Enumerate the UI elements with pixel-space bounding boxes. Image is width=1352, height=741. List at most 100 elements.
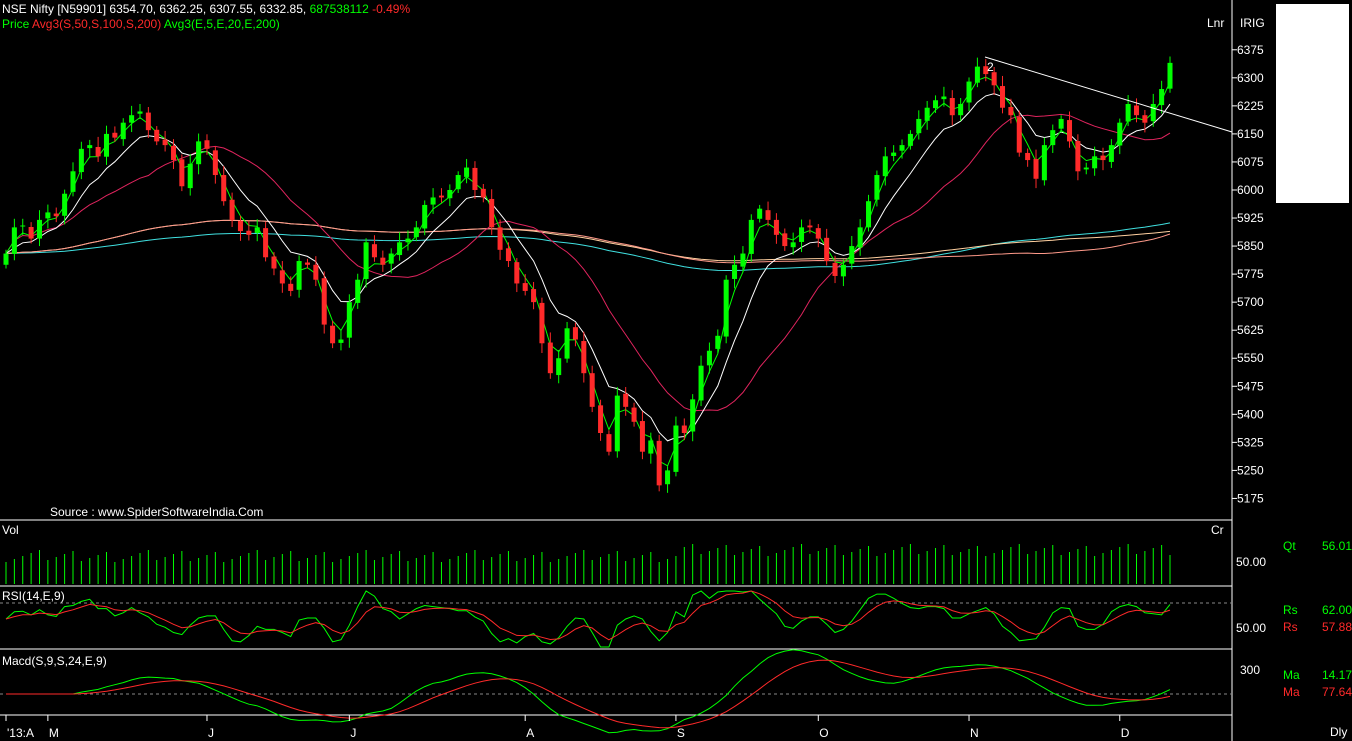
candle-body: [263, 228, 269, 258]
period-dly-label[interactable]: Dly: [1330, 725, 1348, 739]
candle-body: [966, 81, 972, 103]
rs-value-2: 57.88: [1322, 620, 1352, 634]
candle-body: [338, 339, 344, 343]
candle-body: [455, 175, 461, 190]
ma-label-2: Ma: [1283, 685, 1300, 699]
candle-body: [95, 146, 101, 157]
cr-label: Cr: [1211, 523, 1224, 537]
candle-body: [1092, 156, 1098, 169]
candle-body: [690, 399, 696, 432]
candle-body: [279, 270, 285, 284]
candle-body: [313, 264, 319, 280]
candle-body: [36, 219, 43, 239]
candle-body: [120, 122, 126, 140]
ohlc-values: 6354.70, 6362.25, 6307.55, 6332.85,: [109, 2, 307, 16]
candle-body: [296, 261, 302, 290]
candle-body: [154, 129, 160, 142]
candle-body: [1066, 120, 1073, 142]
y-tick-label: 5775: [1237, 267, 1264, 281]
macd-axis-label: 300: [1240, 663, 1261, 677]
candle-body: [790, 242, 796, 248]
candle-body: [53, 213, 59, 217]
sma50-line: [5, 113, 1171, 412]
candle-body: [665, 470, 671, 485]
y-tick-label: 5325: [1237, 435, 1264, 449]
candle-body: [740, 253, 746, 267]
candle-body: [87, 145, 93, 149]
volume-value: 687538112: [309, 2, 369, 16]
candle-body: [598, 405, 604, 434]
chart-header-line2: Price Avg3(S,50,S,100,S,200) Avg3(E,5,E,…: [2, 17, 280, 31]
candle-body: [162, 139, 168, 146]
candle-body: [288, 283, 294, 291]
candle-body: [539, 302, 545, 344]
candle-body: [103, 133, 110, 157]
candle-body: [623, 393, 629, 407]
candle-body: [799, 227, 805, 242]
candle-body: [891, 152, 897, 156]
candle-body: [907, 133, 913, 146]
rs-label-1: Rs: [1283, 603, 1298, 617]
ma-label-1: Ma: [1283, 668, 1300, 682]
x-tick-label: N: [970, 726, 979, 740]
candle-body: [371, 244, 377, 258]
y-tick-label: 6225: [1237, 99, 1264, 113]
candle-body: [874, 175, 880, 200]
wave-label: 2: [987, 60, 994, 74]
y-tick-label: 5475: [1237, 379, 1264, 393]
x-tick-label: J: [208, 726, 214, 740]
candle-body: [246, 230, 252, 235]
price-label: Price: [2, 17, 30, 31]
candle-body: [983, 66, 989, 75]
x-tick-label: '13:A: [7, 726, 34, 740]
candle-body: [1083, 167, 1089, 170]
candle-body: [422, 204, 428, 229]
rsi-panel-title: RSI(14,E,9): [2, 589, 65, 603]
candle-body: [681, 425, 687, 434]
candle-body: [388, 253, 394, 264]
avg-ema-label: Avg3(E,5,E,20,E,200): [163, 17, 280, 31]
candle-body: [112, 132, 118, 138]
y-tick-label: 5700: [1237, 295, 1264, 309]
rsi-axis-label: 50.00: [1236, 621, 1267, 635]
candle-body: [648, 440, 654, 454]
y-tick-label: 6300: [1237, 71, 1264, 85]
candle-body: [62, 193, 68, 216]
y-tick-label: 5850: [1237, 239, 1264, 253]
candle-body: [1142, 115, 1148, 123]
candle-body: [514, 262, 520, 284]
candle-body: [815, 228, 821, 239]
candle-body: [807, 225, 813, 228]
scale-lnr-label[interactable]: Lnr: [1207, 16, 1225, 30]
qt-label: Qt: [1283, 539, 1296, 553]
candle-body: [1000, 86, 1006, 108]
y-tick-label: 5925: [1237, 211, 1264, 225]
candle-body: [614, 395, 620, 452]
x-tick-label: S: [677, 726, 685, 740]
x-tick-label: O: [819, 726, 828, 740]
ema5-line: [5, 76, 1171, 467]
y-tick-label: 5175: [1237, 491, 1264, 505]
candle-body: [413, 227, 419, 238]
change-percent: -0.49%: [372, 2, 411, 16]
candle-body: [1150, 103, 1156, 122]
readout-panel: [1276, 4, 1349, 203]
candle-body: [522, 283, 528, 291]
candle-body: [196, 141, 202, 165]
x-tick-label: M: [49, 726, 59, 740]
candle-body: [824, 237, 830, 262]
trendline: [984, 56, 1233, 133]
scale-irig-label[interactable]: IRIG: [1240, 16, 1265, 30]
candle-body: [355, 279, 361, 303]
candle-body: [782, 233, 788, 247]
symbol-label: NSE Nifty [N59901]: [2, 2, 107, 16]
candle-body: [137, 111, 143, 114]
candle-body: [438, 195, 444, 198]
candle-body: [447, 189, 453, 199]
candle-body: [1133, 105, 1140, 116]
y-tick-label: 5400: [1237, 407, 1264, 421]
ema200-line: [5, 222, 1171, 271]
candle-body: [212, 150, 218, 176]
candle-body: [899, 145, 905, 151]
